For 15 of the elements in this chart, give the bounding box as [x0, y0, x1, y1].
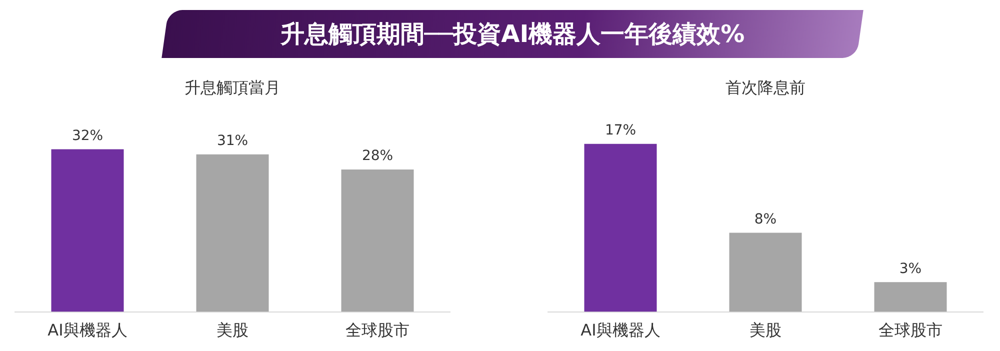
chart-subtitle: 升息觸頂當月: [184, 78, 282, 99]
data-label: 3%: [899, 260, 922, 277]
data-label: 31%: [216, 132, 248, 149]
data-label: 8%: [754, 211, 777, 228]
x-tick-label: AI與機器人: [580, 320, 660, 340]
x-tick-label: AI與機器人: [48, 320, 128, 340]
chart-subtitle: 首次降息前: [724, 78, 806, 99]
data-label: 32%: [72, 128, 104, 144]
x-tick-label: 全球股市: [878, 320, 942, 340]
data-label: 17%: [604, 122, 636, 139]
data-label: 28%: [362, 148, 394, 164]
x-tick-label: 美股: [750, 320, 782, 340]
text: 升息觸頂期間──投資AI機器人一年後績效%: [279, 19, 746, 50]
x-tick-label: 美股: [216, 320, 248, 340]
x-tick-label: 全球股市: [346, 320, 410, 340]
